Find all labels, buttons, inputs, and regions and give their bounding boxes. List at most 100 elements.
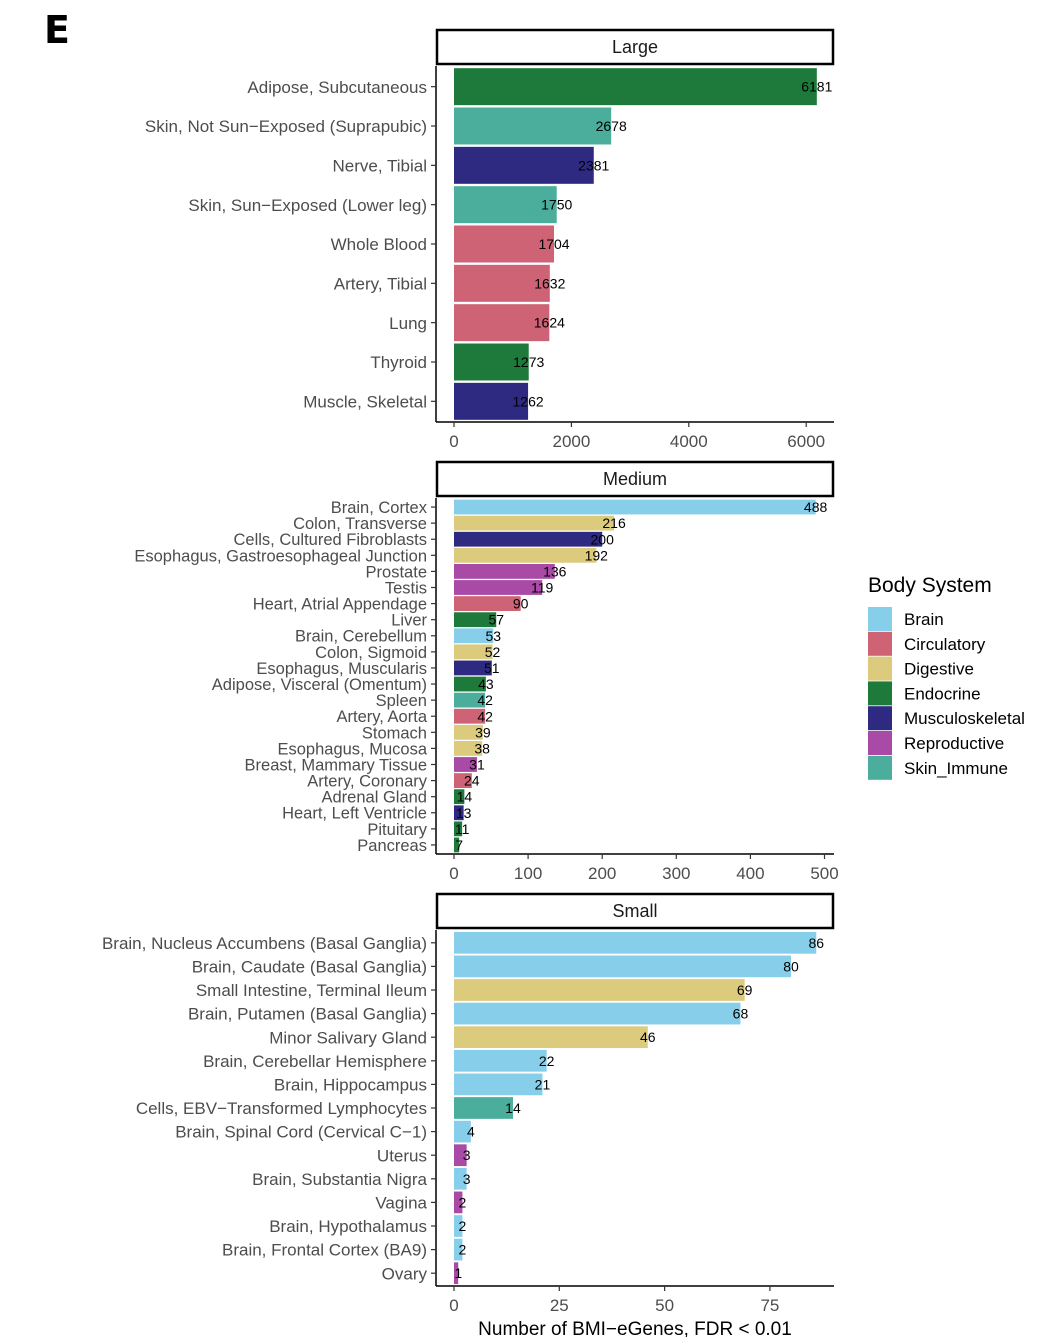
value-label: 14 bbox=[457, 789, 473, 805]
category-label: Uterus bbox=[377, 1146, 427, 1165]
bar bbox=[454, 1238, 463, 1261]
value-label: 90 bbox=[513, 596, 529, 612]
category-label: Skin, Not Sun−Exposed (Suprapubic) bbox=[145, 117, 427, 136]
legend-swatch bbox=[868, 731, 892, 755]
bar bbox=[454, 264, 550, 302]
value-label: 42 bbox=[477, 708, 493, 724]
value-label: 1624 bbox=[534, 315, 565, 331]
bar bbox=[454, 628, 494, 644]
bar bbox=[454, 596, 521, 611]
x-tick-label: 25 bbox=[550, 1296, 569, 1315]
category-label: Heart, Atrial Appendage bbox=[253, 596, 427, 614]
x-tick-label: 2000 bbox=[552, 432, 590, 451]
category-label: Nerve, Tibial bbox=[333, 156, 427, 175]
x-tick-label: 300 bbox=[662, 864, 690, 883]
bar bbox=[454, 547, 597, 563]
value-label: 200 bbox=[591, 531, 615, 547]
category-label: Pituitary bbox=[367, 821, 427, 839]
category-label: Spleen bbox=[376, 692, 427, 710]
bar bbox=[454, 724, 483, 740]
bar bbox=[454, 1026, 648, 1049]
bar bbox=[454, 499, 816, 515]
value-label: 1273 bbox=[513, 354, 544, 370]
bar bbox=[454, 1191, 463, 1214]
x-tick-label: 200 bbox=[588, 864, 616, 883]
legend-swatch bbox=[868, 706, 892, 731]
value-label: 2381 bbox=[578, 157, 609, 173]
bar bbox=[454, 1049, 547, 1072]
facet-strip bbox=[435, 892, 835, 930]
value-label: 68 bbox=[733, 1006, 749, 1022]
category-label: Breast, Mammary Tissue bbox=[245, 756, 427, 774]
facet-strip-label: Large bbox=[612, 37, 658, 57]
category-label: Brain, Cerebellar Hemisphere bbox=[203, 1052, 427, 1071]
value-label: 22 bbox=[539, 1053, 555, 1069]
facet-medium: Medium Brain, Cortex 488 Colon, Transverse 2… bbox=[134, 460, 839, 883]
bar bbox=[454, 564, 555, 579]
value-label: 2 bbox=[459, 1218, 467, 1234]
value-label: 3 bbox=[463, 1147, 471, 1163]
value-label: 1 bbox=[454, 1265, 462, 1281]
legend-swatch bbox=[868, 656, 892, 681]
category-label: Brain, Cerebellum bbox=[295, 628, 427, 646]
category-label: Whole Blood bbox=[331, 235, 427, 254]
value-label: 119 bbox=[531, 580, 554, 596]
facet-strip bbox=[435, 28, 835, 66]
legend-label: Reproductive bbox=[904, 734, 1004, 753]
value-label: 46 bbox=[640, 1029, 656, 1045]
bar bbox=[454, 186, 557, 224]
bar bbox=[454, 955, 791, 978]
value-label: 1632 bbox=[534, 275, 565, 291]
x-tick-label: 500 bbox=[810, 864, 838, 883]
bar bbox=[454, 1144, 467, 1167]
x-tick-label: 0 bbox=[449, 1296, 458, 1315]
bar bbox=[454, 1167, 467, 1190]
value-label: 21 bbox=[535, 1076, 551, 1092]
category-label: Artery, Tibial bbox=[334, 274, 427, 293]
bar bbox=[454, 1073, 543, 1096]
value-label: 69 bbox=[737, 982, 753, 998]
category-label: Minor Salivary Gland bbox=[269, 1028, 427, 1047]
bar bbox=[454, 1002, 741, 1025]
value-label: 136 bbox=[543, 563, 567, 579]
facet-large: Large Adipose, Subcutaneous 6181 Skin, Not … bbox=[145, 28, 835, 451]
category-label: Thyroid bbox=[370, 353, 427, 372]
facet-strip-label: Small bbox=[612, 901, 657, 921]
category-label: Brain, Hippocampus bbox=[274, 1076, 427, 1095]
bar bbox=[454, 660, 492, 676]
value-label: 11 bbox=[455, 821, 470, 837]
bar bbox=[454, 515, 615, 531]
value-label: 24 bbox=[464, 773, 480, 789]
x-tick-label: 0 bbox=[449, 864, 458, 883]
x-tick-label: 4000 bbox=[670, 432, 708, 451]
x-tick-label: 400 bbox=[736, 864, 764, 883]
value-label: 31 bbox=[469, 757, 485, 773]
bar bbox=[454, 931, 817, 954]
bar bbox=[454, 676, 486, 692]
value-label: 38 bbox=[474, 740, 490, 756]
bar bbox=[454, 343, 529, 381]
bar bbox=[454, 773, 472, 788]
bar bbox=[454, 1215, 463, 1237]
bar bbox=[454, 805, 464, 821]
category-label: Small Intestine, Terminal Ileum bbox=[196, 981, 427, 1000]
bar bbox=[454, 68, 817, 106]
panel-letter: E bbox=[44, 8, 70, 52]
category-label: Stomach bbox=[362, 724, 427, 742]
value-label: 53 bbox=[485, 628, 501, 644]
category-label: Brain, Cortex bbox=[331, 499, 428, 517]
value-label: 42 bbox=[477, 692, 493, 708]
legend-label: Skin_Immune bbox=[904, 759, 1008, 778]
category-label: Brain, Spinal Cord (Cervical C−1) bbox=[175, 1123, 427, 1142]
category-label: Esophagus, Mucosa bbox=[277, 740, 427, 758]
x-axis-title: Number of BMI−eGenes, FDR < 0.01 bbox=[478, 1319, 792, 1337]
category-label: Esophagus, Gastroesophageal Junction bbox=[134, 547, 427, 565]
legend: Body System Brain Circulatory Digestive Endo… bbox=[868, 574, 1025, 780]
legend-label: Circulatory bbox=[904, 635, 986, 654]
legend-label: Digestive bbox=[904, 660, 974, 679]
bar bbox=[454, 580, 543, 595]
value-label: 2678 bbox=[596, 118, 627, 134]
value-label: 192 bbox=[585, 547, 609, 563]
value-label: 1704 bbox=[538, 236, 569, 252]
category-label: Artery, Coronary bbox=[307, 773, 428, 791]
